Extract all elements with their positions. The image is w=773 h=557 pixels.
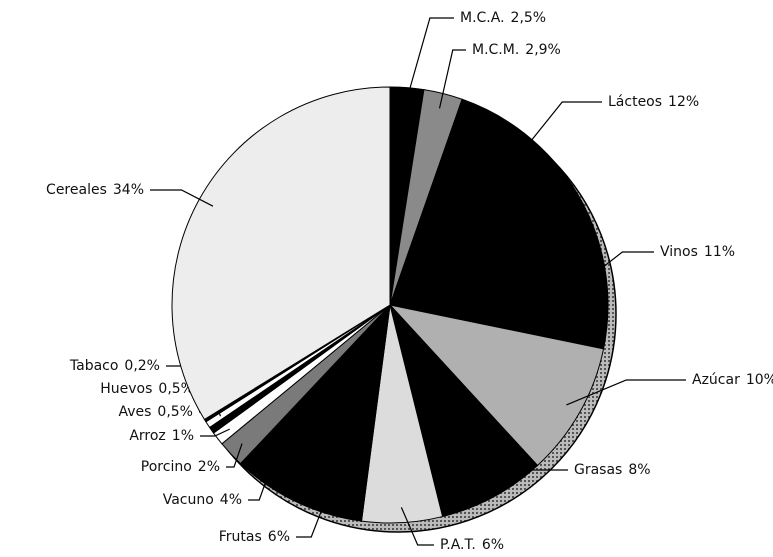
leader-line	[400, 507, 434, 546]
category-label: Lácteos	[608, 94, 662, 110]
slice-label: P.A.T. 6%	[440, 537, 504, 553]
pie-slice	[388, 304, 605, 467]
category-label: Cereales	[46, 182, 107, 198]
category-label: Aves	[118, 404, 151, 420]
value-label: 0,5%	[158, 381, 194, 397]
slice-label: Frutas 6%	[219, 529, 290, 545]
category-label: Arroz	[129, 428, 165, 444]
leader-line	[566, 379, 686, 406]
value-label: 10%	[746, 372, 773, 388]
slice-label: Cereales 34%	[46, 182, 144, 198]
category-label: M.C.M.	[472, 42, 519, 58]
leader-line	[150, 189, 214, 207]
pie-slice	[388, 202, 609, 350]
slice-label: Azúcar 10%	[692, 372, 773, 388]
leader-line	[296, 497, 328, 538]
category-label: M.C.A.	[460, 10, 505, 26]
leader-line	[590, 251, 654, 278]
slice-label: Huevos 0,5%	[100, 381, 194, 397]
leader-line	[405, 17, 454, 104]
category-label: Huevos	[100, 381, 152, 397]
leader-line	[248, 468, 271, 501]
leader-line	[200, 428, 230, 437]
slice-label: Aves 0,5%	[118, 404, 193, 420]
slice-label: Porcino 2%	[141, 459, 220, 475]
leader-line	[485, 469, 568, 485]
leader-line	[521, 101, 602, 152]
value-label: 8%	[628, 462, 650, 478]
value-label: 4%	[220, 492, 242, 508]
value-label: 0,5%	[157, 404, 193, 420]
category-label: Frutas	[219, 529, 262, 545]
pie-slice	[389, 304, 539, 518]
value-label: 0,2%	[124, 358, 160, 374]
category-label: P.A.T.	[440, 537, 476, 553]
value-label: 12%	[668, 94, 699, 110]
slice-label: Arroz 1%	[129, 428, 194, 444]
slice-label: Grasas 8%	[574, 462, 651, 478]
value-label: 6%	[482, 537, 504, 553]
category-label: Azúcar	[692, 372, 740, 388]
leader-line	[226, 443, 243, 468]
value-label: 2,5%	[511, 10, 547, 26]
category-label: Porcino	[141, 459, 192, 475]
leader-line	[438, 49, 466, 109]
value-label: 6%	[268, 529, 290, 545]
value-label: 2%	[198, 459, 220, 475]
category-label: Vacuno	[163, 492, 214, 508]
slice-label: Tabaco 0,2%	[69, 358, 160, 374]
category-label: Vinos	[660, 244, 698, 260]
value-label: 11%	[704, 244, 735, 260]
value-label: 2,9%	[525, 42, 561, 58]
category-label: Tabaco	[69, 358, 119, 374]
value-label: 1%	[172, 428, 194, 444]
category-label: Grasas	[574, 462, 622, 478]
slice-label: M.C.M. 2,9%	[472, 42, 561, 58]
slice-label: M.C.A. 2,5%	[460, 10, 546, 26]
value-label: 34%	[113, 182, 144, 198]
slice-label: Vacuno 4%	[163, 492, 242, 508]
slice-label: Lácteos 12%	[608, 94, 699, 110]
slice-label: Vinos 11%	[660, 244, 735, 260]
